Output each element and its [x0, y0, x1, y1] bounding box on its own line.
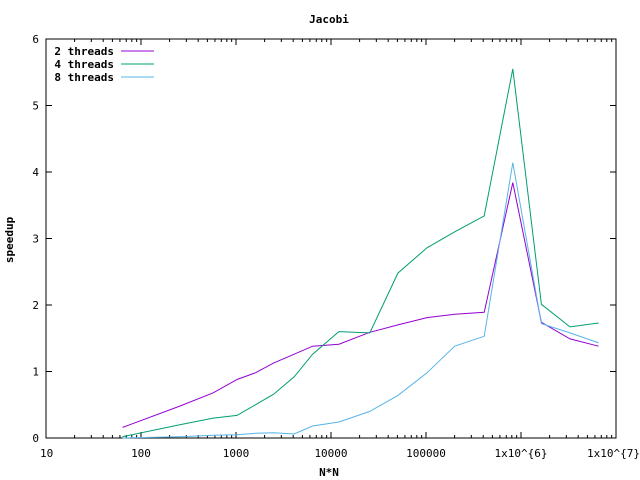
x-axis-label: N*N [319, 466, 339, 479]
legend-label: 4 threads [54, 58, 114, 71]
x-tick-label: 100 [131, 447, 151, 460]
x-tick-label: 10000 [314, 447, 347, 460]
x-tick-label: 1x10^{6} [495, 447, 548, 460]
y-tick-label: 3 [32, 233, 39, 246]
series-line-3 [122, 162, 599, 439]
y-axis-label: speedup [3, 216, 16, 263]
axes: 0 1 2 3 4 5 6 10 100 1000 10000 100000 1x10^{6} 1x10^… [32, 33, 640, 460]
x-tick-label: 1x10^{7} [587, 447, 640, 460]
y-tick-label: 5 [32, 100, 39, 113]
legend-label: 2 threads [54, 45, 114, 58]
y-tick-label: 2 [32, 299, 39, 312]
y-tick-label: 6 [32, 33, 39, 46]
x-tick-label: 1000 [223, 447, 250, 460]
x-tick-label: 10 [40, 447, 53, 460]
chart-title: Jacobi [309, 13, 349, 26]
x-tick-label: 100000 [406, 447, 446, 460]
series-line-2 [122, 68, 599, 438]
series-line-1 [122, 182, 599, 428]
y-tick-label: 4 [32, 166, 39, 179]
y-tick-label: 0 [32, 432, 39, 445]
y-tick-label: 1 [32, 366, 39, 379]
series-lines [122, 68, 599, 439]
legend-label: 8 threads [54, 71, 114, 84]
